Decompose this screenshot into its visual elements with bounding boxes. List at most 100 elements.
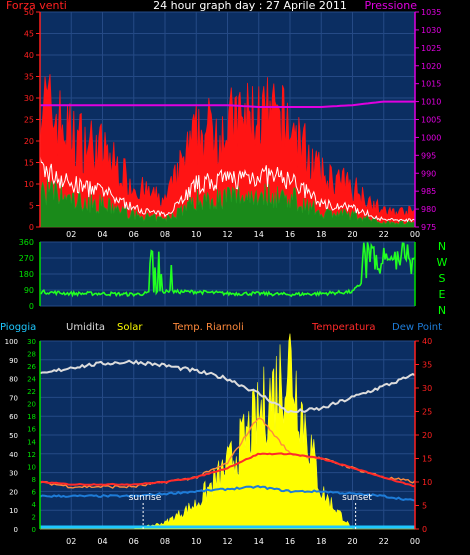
- legend-dew-point: Dew Point: [392, 322, 442, 333]
- top-right-tick-label: 980: [421, 205, 436, 214]
- solar-tick-label: 8: [32, 476, 36, 484]
- bottom-left-tick-label: 40: [9, 451, 18, 459]
- mid-series: [40, 242, 416, 298]
- top-x-tick-label: 18: [316, 230, 326, 239]
- mid-left-tick-label: 270: [19, 254, 34, 263]
- bottom-x-tick-label: 12: [222, 537, 232, 546]
- bottom-x-tick-label: 10: [191, 537, 201, 546]
- bottom-x-tick-label: 08: [160, 537, 170, 546]
- bottom-right-tick-label: 10: [422, 478, 432, 487]
- bottom-right-tick-label: 0: [422, 525, 427, 534]
- wind-speed-line: [39, 156, 416, 223]
- compass-label-s: S: [439, 272, 446, 285]
- dew-point-line: [39, 485, 416, 502]
- top-left-tick-label: 50: [24, 8, 34, 17]
- top-axes: 0510152025303540455097598098599099510001…: [24, 8, 442, 239]
- top-x-tick-label: 08: [160, 230, 170, 239]
- top-right-tick-label: 1015: [421, 80, 441, 89]
- solar-tick-label: 30: [27, 338, 36, 346]
- bottom-right-tick-label: 20: [422, 431, 432, 440]
- top-left-tick-label: 30: [24, 94, 34, 103]
- top-left-tick-label: 0: [29, 223, 34, 232]
- bottom-right-tick-label: 15: [422, 455, 432, 464]
- top-right-tick-label: 1000: [421, 133, 441, 142]
- solar-tick-label: 22: [27, 388, 36, 396]
- bottom-x-tick-label: 18: [316, 537, 326, 546]
- top-x-tick-label: 22: [379, 230, 389, 239]
- top-right-tick-label: 985: [421, 187, 436, 196]
- bottom-right-tick-label: 30: [422, 384, 432, 393]
- solar-tick-label: 10: [27, 463, 36, 471]
- wind-average-area: [39, 179, 416, 228]
- bottom-x-tick-label: 14: [254, 537, 264, 546]
- bottom-left-tick-label: 60: [9, 413, 18, 421]
- mid-left-tick-label: 0: [29, 302, 34, 311]
- humidity-line: [39, 359, 416, 414]
- bottom-x-tick-label: 04: [97, 537, 107, 546]
- bottom-x-tick-label: 16: [285, 537, 295, 546]
- top-left-tick-label: 20: [24, 137, 34, 146]
- top-x-tick-label: 02: [66, 230, 76, 239]
- bottom-left-tick-label: 90: [9, 357, 18, 365]
- top-x-tick-label: 10: [191, 230, 201, 239]
- solar-tick-label: 2: [32, 513, 36, 521]
- solar-tick-label: 12: [27, 451, 36, 459]
- solar-tick-label: 28: [27, 351, 36, 359]
- legend-solar: Solar: [117, 322, 143, 333]
- bottom-left-tick-label: 50: [9, 432, 18, 440]
- legend-umidita: Umidita: [66, 322, 105, 333]
- pressure-line: [40, 100, 415, 108]
- top-x-tick-label: 20: [347, 230, 357, 239]
- top-right-tick-label: 1020: [421, 62, 441, 71]
- top-left-tick-label: 10: [24, 180, 34, 189]
- compass-label-w: W: [437, 256, 448, 269]
- top-x-tick-label: 00: [410, 230, 420, 239]
- temperature-line: [39, 452, 416, 488]
- top-left-tick-label: 35: [24, 73, 34, 82]
- bottom-left-tick-label: 0: [14, 526, 18, 534]
- bottom-x-tick-label: 00: [410, 537, 420, 546]
- mid-left-tick-label: 360: [19, 238, 34, 247]
- bottom-series: [39, 333, 416, 530]
- top-x-tick-label: 06: [129, 230, 139, 239]
- legend: Pioggia Umidita Solar Temp. Riarnoli Tempera…: [0, 322, 442, 333]
- top-right-tick-label: 1025: [421, 44, 441, 53]
- compass-label-e: E: [439, 288, 446, 301]
- top-left-tick-label: 15: [24, 159, 34, 168]
- bottom-axes: 0102030405060708090100024681012141618202…: [5, 337, 433, 546]
- solar-tick-label: 14: [27, 438, 36, 446]
- bottom-left-tick-label: 20: [9, 488, 18, 496]
- bottom-left-tick-label: 30: [9, 470, 18, 478]
- bottom-x-tick-label: 02: [66, 537, 76, 546]
- top-left-tick-label: 40: [24, 51, 34, 60]
- compass-label-n: N: [438, 304, 446, 317]
- legend-temperatura: Temperatura: [311, 322, 376, 333]
- bottom-left-tick-label: 80: [9, 376, 18, 384]
- bottom-x-tick-label: 20: [347, 537, 357, 546]
- top-x-tick-label: 12: [222, 230, 232, 239]
- solar-tick-label: 20: [27, 401, 36, 409]
- pressure-label: Pressione: [365, 0, 418, 12]
- bottom-right-tick-label: 25: [422, 408, 432, 417]
- top-right-tick-label: 990: [421, 169, 436, 178]
- top-series: [39, 74, 416, 228]
- top-right-tick-label: 1005: [421, 116, 441, 125]
- mid-left-tick-label: 180: [19, 270, 34, 279]
- top-right-tick-label: 975: [421, 223, 436, 232]
- legend-pioggia: Pioggia: [0, 322, 36, 333]
- bottom-left-tick-label: 70: [9, 394, 18, 402]
- bottom-x-tick-label: 22: [379, 537, 389, 546]
- bottom-x-tick-label: 06: [129, 537, 139, 546]
- top-left-tick-label: 5: [29, 202, 34, 211]
- solar-tick-label: 18: [27, 413, 36, 421]
- bottom-right-tick-label: 5: [422, 502, 427, 511]
- compass-label-n: N: [438, 240, 446, 253]
- top-x-tick-label: 04: [97, 230, 107, 239]
- solar-tick-label: 6: [32, 488, 37, 496]
- top-left-tick-label: 25: [24, 116, 34, 125]
- bottom-left-tick-label: 10: [9, 507, 18, 515]
- top-x-tick-label: 16: [285, 230, 295, 239]
